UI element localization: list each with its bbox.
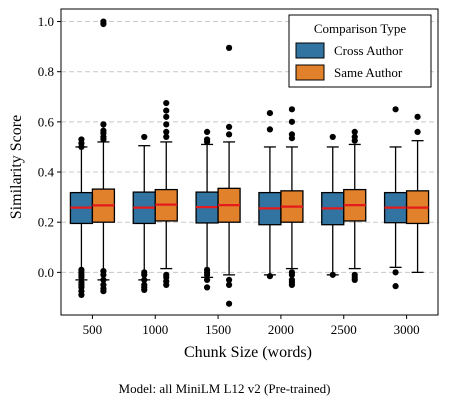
outlier-point xyxy=(225,276,233,283)
legend-title: Comparison Type xyxy=(314,21,407,36)
series-cross-author xyxy=(69,106,408,299)
box-plot-chart: 0.0 0.2 0.4 0.6 0.8 1.0 500 1000 1500 2000 2500 30… xyxy=(8,8,439,361)
legend-swatch xyxy=(295,64,325,81)
outlier-point xyxy=(288,271,296,278)
box-group xyxy=(258,109,282,280)
box-group xyxy=(405,113,430,274)
outlier-point xyxy=(100,288,107,295)
outlier-point xyxy=(203,138,211,146)
legend-label: Cross Author xyxy=(334,43,404,58)
x-tick-label: 1000 xyxy=(142,322,168,337)
outlier-point xyxy=(351,128,358,136)
box-group xyxy=(91,18,116,295)
outlier-point xyxy=(203,284,211,291)
outlier-point xyxy=(266,273,274,280)
box-group xyxy=(343,128,367,283)
outlier-point xyxy=(392,283,399,290)
outlier-point xyxy=(225,44,233,51)
x-tick-label: 1500 xyxy=(205,322,231,337)
outlier-point xyxy=(100,136,107,143)
chart-caption: Model: all MiniLM L12 v2 (Pre-trained) xyxy=(118,381,331,396)
outlier-point xyxy=(392,269,399,276)
outlier-point xyxy=(414,128,421,136)
outlier-point xyxy=(392,106,399,113)
outlier-point xyxy=(78,274,85,281)
plot-frame xyxy=(60,8,439,316)
x-tick-label: 3000 xyxy=(394,322,420,337)
box-group xyxy=(217,44,241,307)
outlier-point xyxy=(203,271,211,278)
outlier-point xyxy=(225,300,233,307)
outlier-point xyxy=(163,99,170,107)
y-tick-label: 0.6 xyxy=(38,114,55,129)
x-tick-label: 2500 xyxy=(331,322,357,337)
outlier-point xyxy=(203,128,211,136)
box-group xyxy=(132,133,156,294)
box-group xyxy=(195,128,219,291)
outlier-point xyxy=(351,137,358,144)
outlier-point xyxy=(141,286,148,294)
outlier-point xyxy=(225,281,233,289)
y-tick-label: 0.0 xyxy=(38,265,54,280)
outlier-point xyxy=(288,106,296,113)
outlier-point xyxy=(163,107,170,114)
outlier-point xyxy=(141,133,148,141)
series-same-author xyxy=(91,18,430,307)
outlier-point xyxy=(163,113,170,120)
y-tick-label: 1.0 xyxy=(38,14,54,29)
legend-label: Same Author xyxy=(334,65,403,80)
outlier-point xyxy=(329,271,336,278)
x-tick-label: 2000 xyxy=(268,322,294,337)
outlier-point xyxy=(351,276,358,283)
legend: Comparison Type Cross Author Same Author xyxy=(288,14,432,88)
box-group xyxy=(154,99,178,289)
outlier-point xyxy=(141,276,148,283)
outlier-point xyxy=(78,291,85,299)
outlier-point xyxy=(163,281,170,289)
outlier-point xyxy=(163,133,170,141)
y-axis-label: Similarity Score xyxy=(8,115,25,219)
box-group xyxy=(280,106,304,289)
outlier-point xyxy=(78,143,85,151)
box-group xyxy=(383,106,408,290)
y-tick-label: 0.4 xyxy=(38,165,55,180)
outlier-point xyxy=(225,123,233,130)
y-axis: 0.0 0.2 0.4 0.6 0.8 1.0 xyxy=(38,14,61,280)
y-tick-label: 0.2 xyxy=(38,215,54,230)
outlier-point xyxy=(288,135,296,142)
x-axis: 500 1000 1500 2000 2500 3000 xyxy=(83,315,420,337)
legend-swatch xyxy=(295,42,325,59)
outlier-point xyxy=(163,128,170,136)
plot-marks xyxy=(69,18,430,307)
outlier-point xyxy=(266,126,274,133)
outlier-point xyxy=(203,276,211,283)
outlier-point xyxy=(266,109,274,117)
outlier-point xyxy=(329,133,336,141)
outlier-point xyxy=(141,271,148,278)
outlier-point xyxy=(288,281,296,289)
outlier-point xyxy=(100,276,107,283)
outlier-point xyxy=(100,121,107,128)
outlier-point xyxy=(100,20,107,28)
outlier-point xyxy=(100,271,107,278)
box-group xyxy=(69,136,94,299)
outlier-point xyxy=(225,131,233,138)
box-group xyxy=(321,133,345,278)
x-tick-label: 500 xyxy=(83,322,103,337)
outlier-point xyxy=(288,118,296,125)
y-tick-label: 0.8 xyxy=(38,64,54,79)
outlier-point xyxy=(414,113,421,120)
outlier-point xyxy=(163,121,170,128)
x-axis-label: Chunk Size (words) xyxy=(184,344,312,361)
